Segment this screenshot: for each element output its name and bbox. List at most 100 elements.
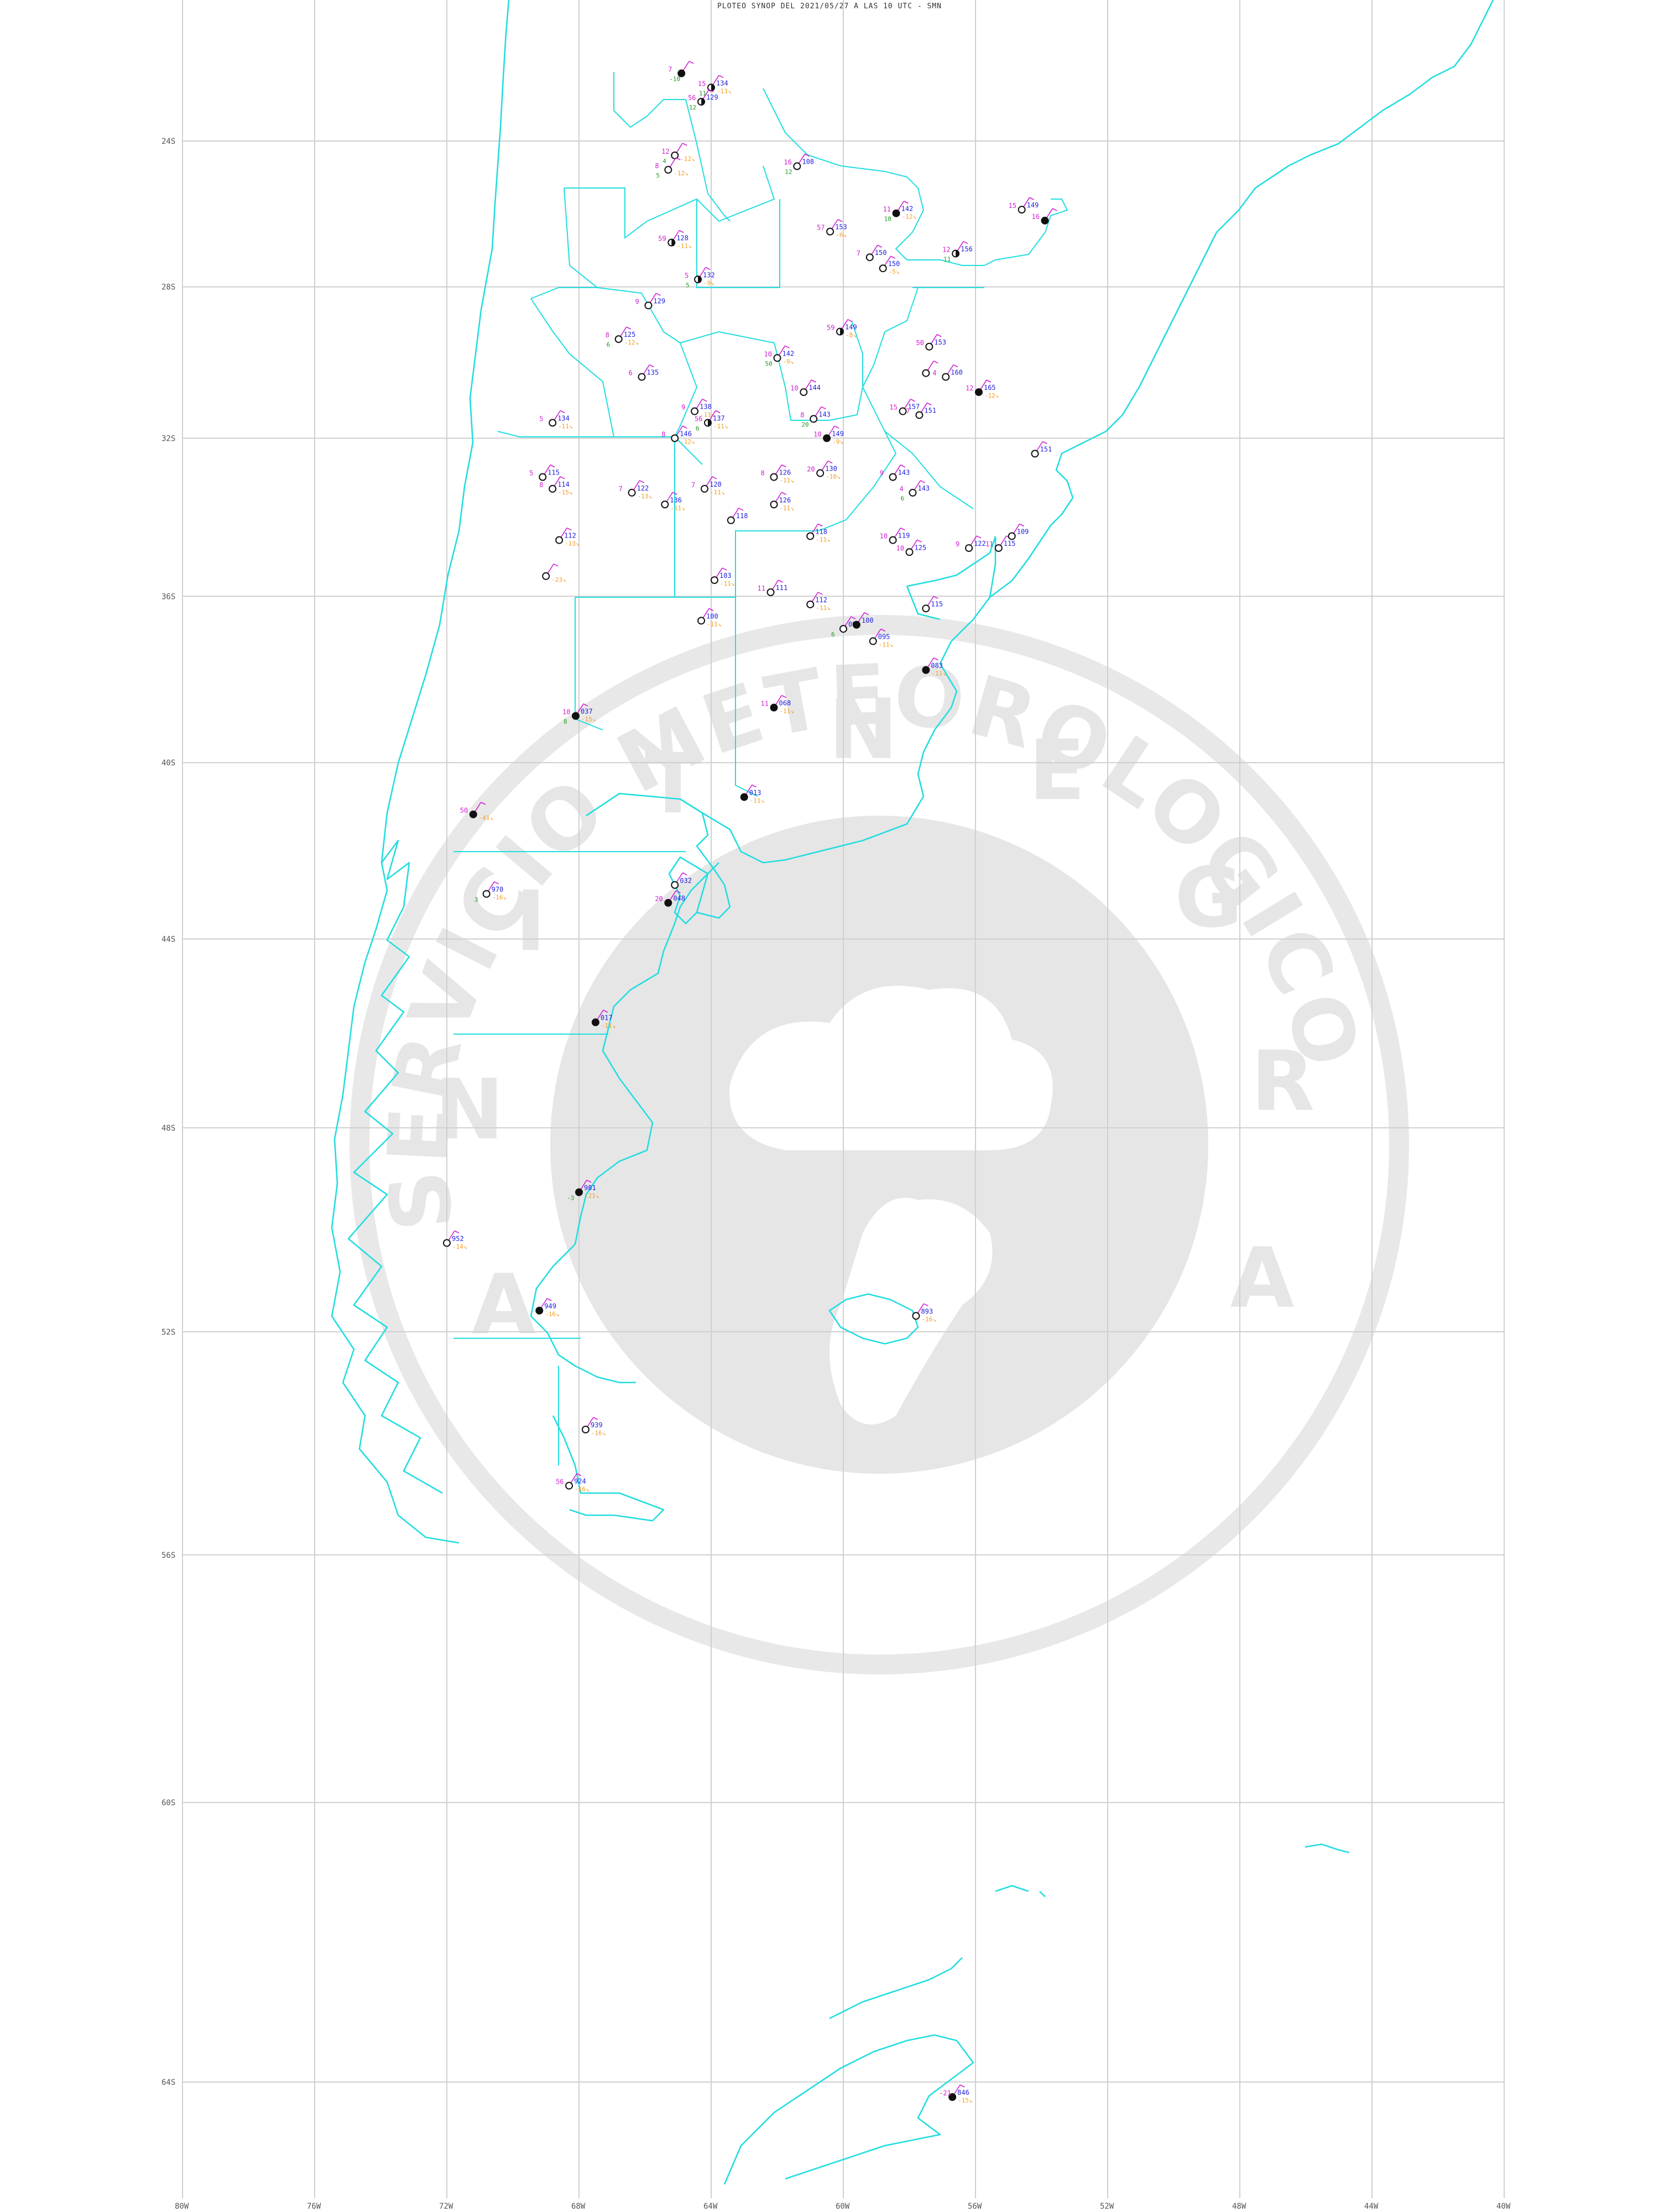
station-plot: 12 4 -12↘ [661,143,695,165]
station-pressure: 134 [716,79,728,87]
station-tendency: -8↘ [846,332,857,339]
station-pressure: 952 [452,1235,464,1243]
station-pressure: 142 [901,205,914,213]
station-pressure: 125 [624,331,636,338]
station-temperature: 4 [932,369,936,377]
lon-label: 40W [1496,2202,1511,2211]
watermark-letter: N [435,1062,508,1158]
station-circle [671,434,679,442]
station-tendency: -12↘ [680,438,695,445]
station-tendency: -11↘ [707,620,722,628]
station-pressure: 111 [776,584,788,592]
station-dewpoint: 6 [831,631,835,638]
station-circle [535,1306,544,1314]
station-dewpoint: 10 [884,216,891,223]
station-circle [565,1481,573,1490]
station-temperature: 8 [539,481,543,489]
station-plot: 924 56 -16↘ [556,1473,589,1493]
atlantic-coastline [586,536,997,864]
station-dewpoint: 12 [785,169,792,176]
station-plot: 114 8 -15↘ [539,476,573,496]
station-pressure: 134 [557,415,570,422]
station-circle [1018,206,1026,214]
station-plot: 125 8 6 -12↘ [606,326,639,348]
station-plot: 095-11↘ [869,628,893,648]
station-circle [852,620,860,629]
station-circle [671,881,679,889]
station-temperature: 7 [691,481,695,489]
station-tendency: -9↘ [832,438,843,445]
station-circle [965,544,973,552]
station-plot: 118 [727,508,748,524]
station-temperature: 9 [880,469,884,477]
falkland-islands [828,1293,919,1345]
lon-label: 56W [968,2202,982,2211]
station-tendency: -12↘ [984,392,999,399]
watermark-letter: N [828,681,901,778]
station-circle [1031,450,1039,458]
station-plot: 128 59 -11↘ [658,229,692,250]
station-circle [879,264,887,273]
station-temperature: 8 [655,162,659,170]
station-pressure: 114 [557,481,570,488]
station-temperature: 9 [635,298,639,305]
station-plot: 122 9 [956,535,986,552]
station-plot: 013-11↘ [740,784,764,804]
station-plot: 8 5 -12↘ [655,157,688,179]
station-pressure: 032 [680,877,692,884]
lat-label: 32S [161,434,175,443]
uruguay-coastline [989,0,1494,598]
station-pressure: 893 [921,1308,933,1316]
station-plot: 032 [671,872,692,889]
station-circle [770,500,778,509]
station-plot: 146 8 -12↘ [661,425,695,445]
station-temperature: 50 [916,339,924,347]
station-temperature: 5 [685,272,688,279]
station-circle [810,415,818,423]
station-tendency: -14↘ [452,1243,467,1250]
station-temperature: 10 [896,544,904,552]
station-pressure: 109 [1017,528,1029,535]
station-tendency: -11↘ [710,489,725,496]
station-plot: 103-11↘ [710,567,735,587]
lat-label: 36S [161,592,175,601]
station-plot: 126 8 -11↘ [761,464,794,484]
lon-label: 76W [307,2202,321,2211]
station-tendency: -11↘ [931,670,946,677]
station-dewpoint: 4 [662,158,666,165]
station-pressure: 138 [700,403,712,411]
lat-label: 40S [161,759,175,768]
station-plot: 149 59 -8↘ [827,319,857,339]
station-pressure: 151 [1040,445,1052,453]
station-circle [826,227,834,236]
station-plot: 136-11↘ [661,492,685,512]
station-tendency: -15↘ [558,489,572,496]
station-pressure: 153 [934,338,946,346]
station-dewpoint: 11 [943,256,951,263]
station-circle [865,253,874,262]
station-temperature: 7 [906,408,910,415]
station-temperature: 56 [556,1478,564,1486]
station-dewpoint: 5 [686,281,690,289]
smn-watermark-seal: SERVICIO METEOROLOGICO NACIONAL ARGENTIN… [0,0,1409,1674]
station-circle [773,354,781,362]
station-plot: 037 10 8 -15↘ [562,703,596,726]
station-tendency: -11↘ [720,580,735,587]
station-temperature: 6 [629,369,633,377]
station-plot: 151 [1031,441,1052,458]
station-plot: 112-11↘ [806,592,831,612]
station-tendency: -12↘ [674,170,688,177]
station-tendency: -9↘ [703,279,714,286]
station-pressure: 153 [835,223,847,231]
lon-label: 80W [175,2202,189,2211]
watermark-letter: I [515,874,550,970]
station-circle [806,532,815,540]
station-tendency: -11↘ [677,243,692,250]
station-circle [482,890,491,898]
lon-label: 64W [703,2202,718,2211]
station-plot: 16 [1031,208,1057,225]
station-pressure: 981 [584,1184,596,1192]
station-circle [948,2093,957,2101]
station-pressure: 115 [1004,540,1016,547]
